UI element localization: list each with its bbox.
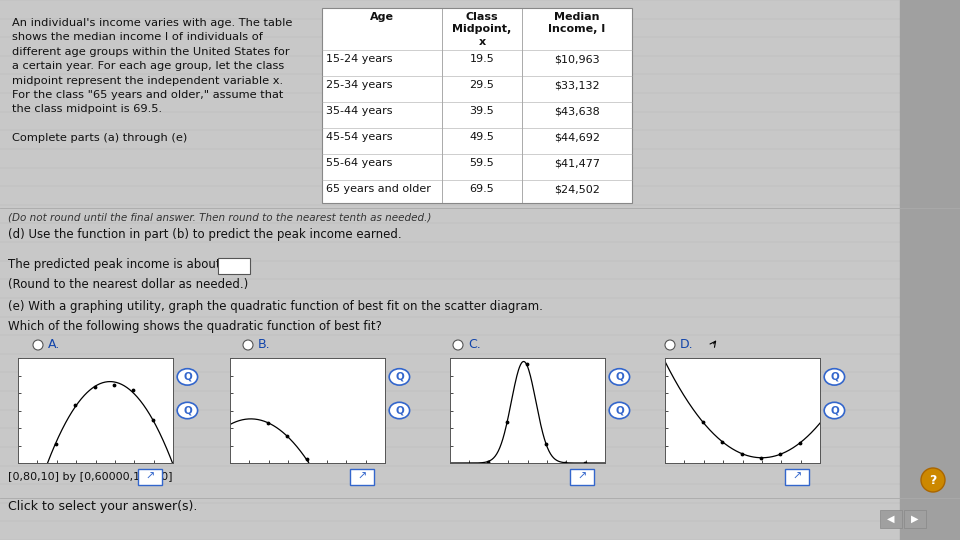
Text: Q: Q [615, 405, 624, 415]
Text: A.: A. [48, 338, 60, 351]
Text: 59.5: 59.5 [469, 158, 494, 168]
Text: $43,638: $43,638 [554, 106, 600, 116]
Text: Which of the following shows the quadratic function of best fit?: Which of the following shows the quadrat… [8, 320, 382, 333]
Text: Q: Q [830, 405, 839, 415]
Text: $24,502: $24,502 [554, 184, 600, 194]
Text: D.: D. [680, 338, 694, 351]
Circle shape [178, 402, 198, 418]
Bar [784, 469, 809, 485]
Text: Q: Q [395, 405, 404, 415]
Bar [569, 469, 594, 485]
Text: 39.5: 39.5 [469, 106, 494, 116]
Text: (d) Use the function in part (b) to predict the peak income earned.: (d) Use the function in part (b) to pred… [8, 228, 401, 241]
Circle shape [453, 340, 463, 350]
Text: $10,963: $10,963 [554, 54, 600, 64]
Text: Q: Q [395, 372, 404, 381]
Text: Q: Q [830, 372, 839, 381]
Text: Class
Midpoint,
x: Class Midpoint, x [452, 12, 512, 47]
Text: 49.5: 49.5 [469, 132, 494, 142]
Circle shape [389, 369, 410, 385]
Text: Q: Q [183, 405, 192, 415]
Bar [137, 469, 162, 485]
Bar [218, 258, 250, 274]
Text: [0,80,10] by [0,60000,10000]: [0,80,10] by [0,60000,10000] [8, 472, 173, 482]
Text: $33,132: $33,132 [554, 80, 600, 90]
Text: $41,477: $41,477 [554, 158, 600, 168]
Text: 15-24 years: 15-24 years [326, 54, 393, 64]
Circle shape [33, 340, 43, 350]
Text: 25-34 years: 25-34 years [326, 80, 393, 90]
Circle shape [610, 402, 630, 418]
Circle shape [610, 369, 630, 385]
Text: ↗: ↗ [792, 472, 802, 482]
Text: Age: Age [370, 12, 394, 22]
Text: An individual's income varies with age. The table
shows the median income I of i: An individual's income varies with age. … [12, 18, 293, 143]
Text: (Do not round until the final answer. Then round to the nearest tenth as needed.: (Do not round until the final answer. Th… [8, 212, 431, 222]
Circle shape [665, 340, 675, 350]
Text: ↗: ↗ [577, 472, 587, 482]
Circle shape [389, 402, 410, 418]
Text: 19.5: 19.5 [469, 54, 494, 64]
Text: 55-64 years: 55-64 years [326, 158, 393, 168]
Text: $44,692: $44,692 [554, 132, 600, 142]
Text: ▶: ▶ [911, 514, 919, 524]
Circle shape [825, 369, 845, 385]
Bar [904, 510, 926, 528]
Text: Median
Income, I: Median Income, I [548, 12, 606, 35]
Circle shape [243, 340, 253, 350]
Circle shape [178, 369, 198, 385]
Text: The predicted peak income is about $: The predicted peak income is about $ [8, 258, 232, 271]
Bar [349, 469, 374, 485]
Text: 69.5: 69.5 [469, 184, 494, 194]
Text: Q: Q [183, 372, 192, 381]
Text: ↗: ↗ [145, 472, 155, 482]
Text: (e) With a graphing utility, graph the quadratic function of best fit on the sca: (e) With a graphing utility, graph the q… [8, 300, 542, 313]
Bar [322, 8, 632, 203]
Text: (Round to the nearest dollar as needed.): (Round to the nearest dollar as needed.) [8, 278, 249, 291]
Bar [900, 0, 960, 540]
Text: 65 years and older: 65 years and older [326, 184, 431, 194]
Text: Q: Q [615, 372, 624, 381]
Text: 35-44 years: 35-44 years [326, 106, 393, 116]
Text: C.: C. [468, 338, 481, 351]
Text: 45-54 years: 45-54 years [326, 132, 393, 142]
Text: Click to select your answer(s).: Click to select your answer(s). [8, 500, 198, 513]
Text: 29.5: 29.5 [469, 80, 494, 90]
Circle shape [921, 468, 945, 492]
Text: ◀: ◀ [887, 514, 895, 524]
Bar [880, 510, 902, 528]
Text: ↗: ↗ [357, 472, 367, 482]
Text: B.: B. [258, 338, 271, 351]
Text: ?: ? [929, 474, 937, 487]
Circle shape [825, 402, 845, 418]
